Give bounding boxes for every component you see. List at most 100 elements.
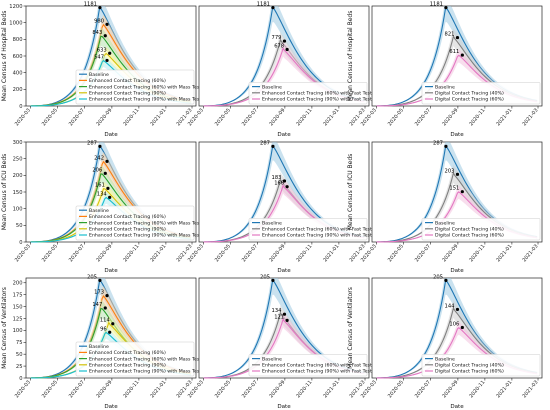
y-tick-label: 600 [13,54,23,60]
peak-label: 147 [92,302,102,308]
legend-entry: Enhanced Contact Tracing (60%) with Fast… [262,227,379,233]
confidence-band [376,185,538,242]
x-tick-label: 2020-05 [387,379,405,399]
peak-label: 1181 [430,2,443,8]
legend-entry: Enhanced Contact Tracing (90%) [89,91,166,97]
y-tick-label: 150 [13,304,23,310]
legend-entry: Enhanced Contact Tracing (60%) [89,350,166,356]
peak-label: 206 [92,167,102,173]
legend-entry: Baseline [89,72,109,78]
x-tick-label: 2020-09 [95,379,113,399]
legend-box [75,205,195,241]
peak-label: 779 [272,35,282,41]
peak-marker [282,39,287,43]
legend-entry: Enhanced Contact Tracing (60%) with Mass… [89,84,208,90]
x-tick-label: 2020-09 [268,107,286,127]
legend-entry: Digital Contact Tracing (60%) [435,369,504,375]
y-axis-label: Mean Census of Hospital Beds [1,11,8,102]
x-tick-label: 2020-11 [295,107,313,127]
x-tick-label: 2020-09 [95,107,113,127]
peak-label: 144 [445,303,456,309]
legend-box [248,218,368,241]
y-tick-label: 100 [13,328,23,334]
peak-label: 205 [433,274,443,280]
peak-marker [460,325,464,330]
peak-marker [98,5,102,10]
y-tick-label: 0 [19,376,22,382]
peak-label: 134 [97,191,108,197]
peak-label: 173 [94,290,104,296]
peak-marker [108,51,112,55]
x-tick-label: 2021-01 [149,379,167,399]
peak-label: 547 [94,54,104,60]
legend-entry: Enhanced Contact Tracing (90%) with Fast… [262,97,379,103]
peak-label: 96 [100,326,107,332]
legend-entry: Enhanced Contact Tracing (90%) with Fast… [262,369,379,375]
x-tick-label: 2020-07 [241,107,259,127]
confidence-band [376,49,538,106]
legend-entry: Enhanced Contact Tracing (90%) with Mass… [89,369,208,375]
x-tick-label: 2020-11 [122,243,140,263]
peak-marker [282,179,287,183]
legend-entry: Baseline [89,344,109,350]
x-tick-label: 2020-07 [68,379,86,399]
legend-box [248,354,368,377]
x-axis-label: Date [450,404,464,410]
peak-label: 287 [87,140,97,146]
peak-label: 287 [260,140,270,146]
peak-label: 980 [94,18,104,24]
peak-marker [285,47,289,52]
x-tick-label: 2020-11 [122,107,140,127]
peak-label: 161 [95,182,105,188]
peak-marker [282,312,287,316]
x-tick-label: 2020-07 [414,243,432,263]
x-axis-label: Date [277,268,291,274]
x-tick-label: 2020-11 [295,379,313,399]
peak-marker [285,318,289,322]
legend-box [75,341,195,377]
legend-entry: Enhanced Contact Tracing (60%) with Fast… [262,91,379,97]
x-tick-label: 2021-01 [149,107,167,127]
peak-marker [106,186,110,190]
x-tick-label: 2021-03 [522,107,540,127]
peak-marker [455,35,460,40]
peak-label: 205 [260,274,270,280]
x-tick-label: 2021-01 [495,107,513,127]
peak-marker [98,278,102,282]
y-tick-label: 250 [13,156,23,162]
y-tick-label: 175 [13,292,23,298]
peak-label: 183 [272,175,282,181]
peak-marker [105,58,109,63]
x-tick-label: 2020-11 [468,243,486,263]
x-tick-label: 2020-05 [387,243,405,263]
y-tick-label: 200 [13,173,23,179]
peak-marker [111,322,115,326]
peak-label: 166 [274,181,284,187]
peak-label: 114 [100,318,111,324]
y-tick-label: 400 [13,70,23,76]
y-tick-label: 200 [13,281,23,287]
legend-entry: Enhanced Contact Tracing (60%) with Fast… [262,363,379,369]
x-tick-label: 2020-09 [441,107,459,127]
x-tick-label: 2020-07 [414,379,432,399]
peak-marker [455,172,460,176]
y-tick-label: 0 [19,240,22,246]
y-tick-label: 100 [13,206,23,212]
peak-label: 121 [274,314,284,320]
peak-marker [271,5,275,10]
legend-entry: Baseline [435,356,455,362]
legend-entry: Digital Contact Tracing (60%) [435,97,504,103]
y-axis-label: Mean Census of ICU Beds [347,154,354,231]
peak-label: 821 [445,32,455,38]
